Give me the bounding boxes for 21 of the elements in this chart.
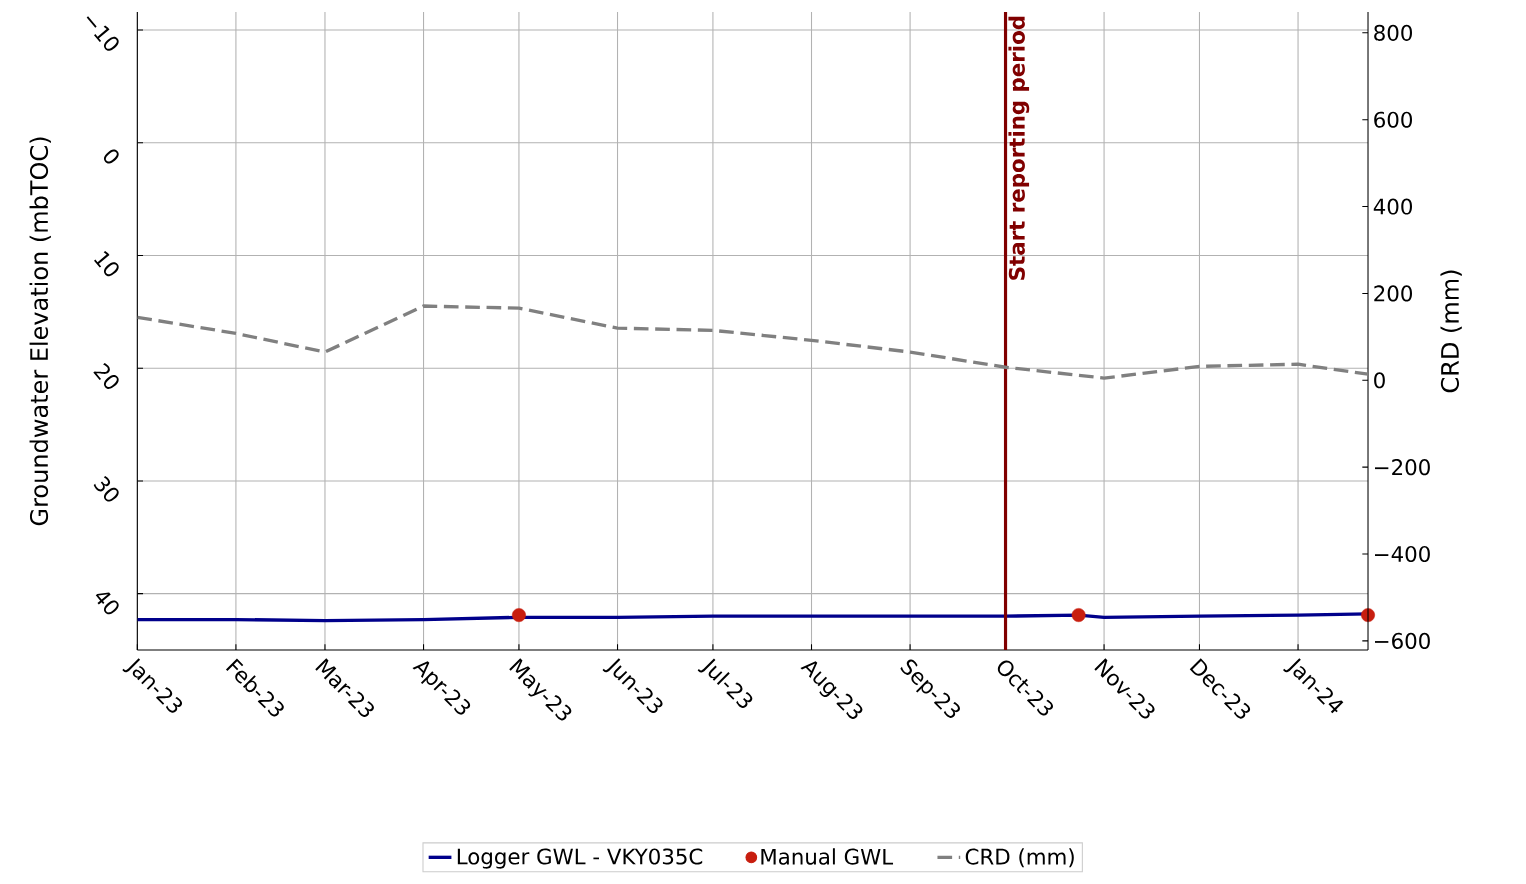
y-tick-label: 20 — [93, 363, 119, 389]
line-series — [137, 304, 1369, 380]
y-tick-label: 0 — [103, 149, 119, 164]
y-tick-label: −10 — [86, 16, 119, 51]
y2-tick-label: 400 — [1373, 198, 1413, 215]
y2-tick-label: −600 — [1374, 632, 1430, 649]
y-tick-label: 30 — [93, 475, 119, 502]
y2-tick-label: 600 — [1374, 111, 1413, 128]
y2-tick-label: −200 — [1374, 459, 1430, 476]
y-axis-title: Groundwater Elevation (mbTOC) — [29, 137, 51, 526]
legend-label: Logger GWL - VKY035C — [457, 848, 703, 869]
y2-tick-label: 0 — [1374, 372, 1385, 389]
y2-tick-label: −400 — [1374, 545, 1430, 563]
legend-label: Manual GWL — [761, 848, 894, 865]
legend-label: CRD (mm) — [965, 848, 1074, 868]
y2-tick-label: 800 — [1374, 24, 1413, 41]
y-tick-label: 10 — [94, 250, 119, 277]
y2-axis-title: CRD (mm) — [1440, 270, 1462, 393]
ref-line-label: Start reporting period — [1008, 16, 1030, 280]
y2-tick-label: 200 — [1374, 285, 1413, 302]
y-tick-label: 40 — [95, 592, 119, 615]
